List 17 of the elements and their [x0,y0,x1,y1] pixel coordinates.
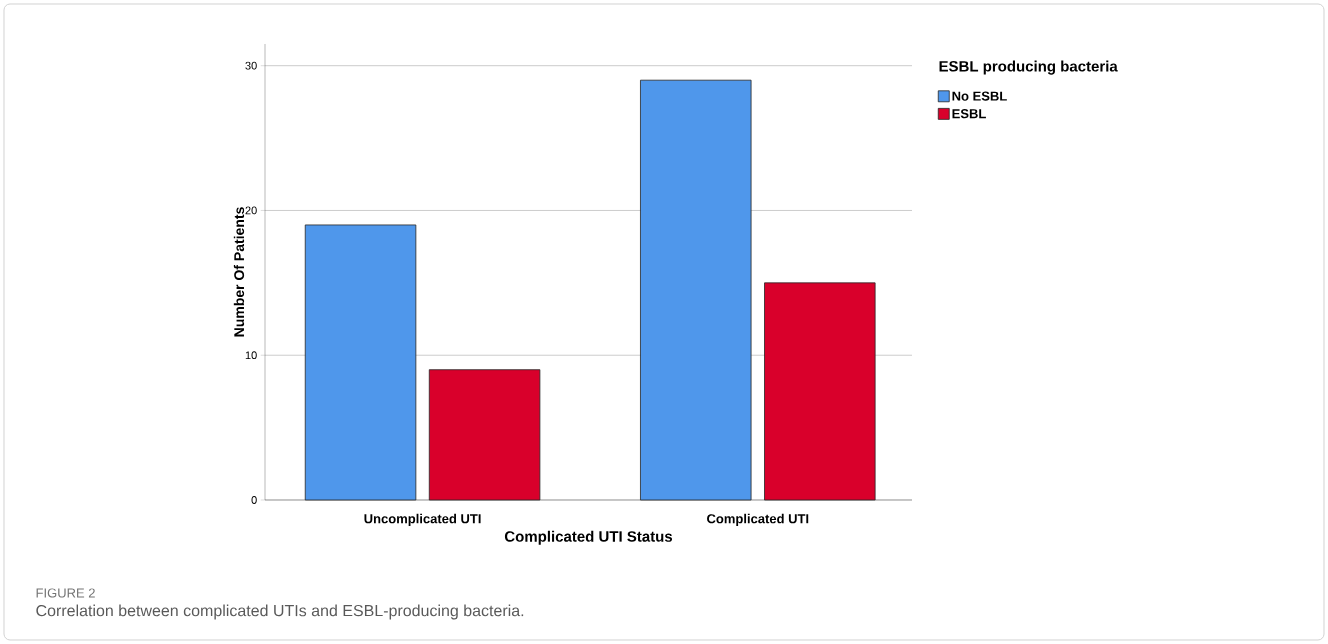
y-tick-label: 0 [251,496,257,504]
legend-label: ESBL [952,109,986,119]
caption: FIGURE 2 [36,588,95,598]
x-axis-title: Complicated UTI Status [504,530,673,545]
legend-title: ESBL producing bacteria [939,60,1118,75]
bar [640,79,752,501]
text: Correlation between complicated UTIs and ESBL-producing bacteria. [36,604,524,620]
y-axis-title: Number Of Patients [233,207,245,337]
bar [428,369,541,501]
x-tick-label: Complicated UTI [707,513,809,526]
y-tick-label: 30 [245,61,257,70]
y-tick-label: 20 [245,206,257,215]
legend-label: No ESBL [952,91,1007,101]
y-tick-label: 10 [245,351,257,360]
bar [764,282,876,501]
bar [304,224,417,501]
x-tick-label: Uncomplicated UTI [364,513,481,526]
